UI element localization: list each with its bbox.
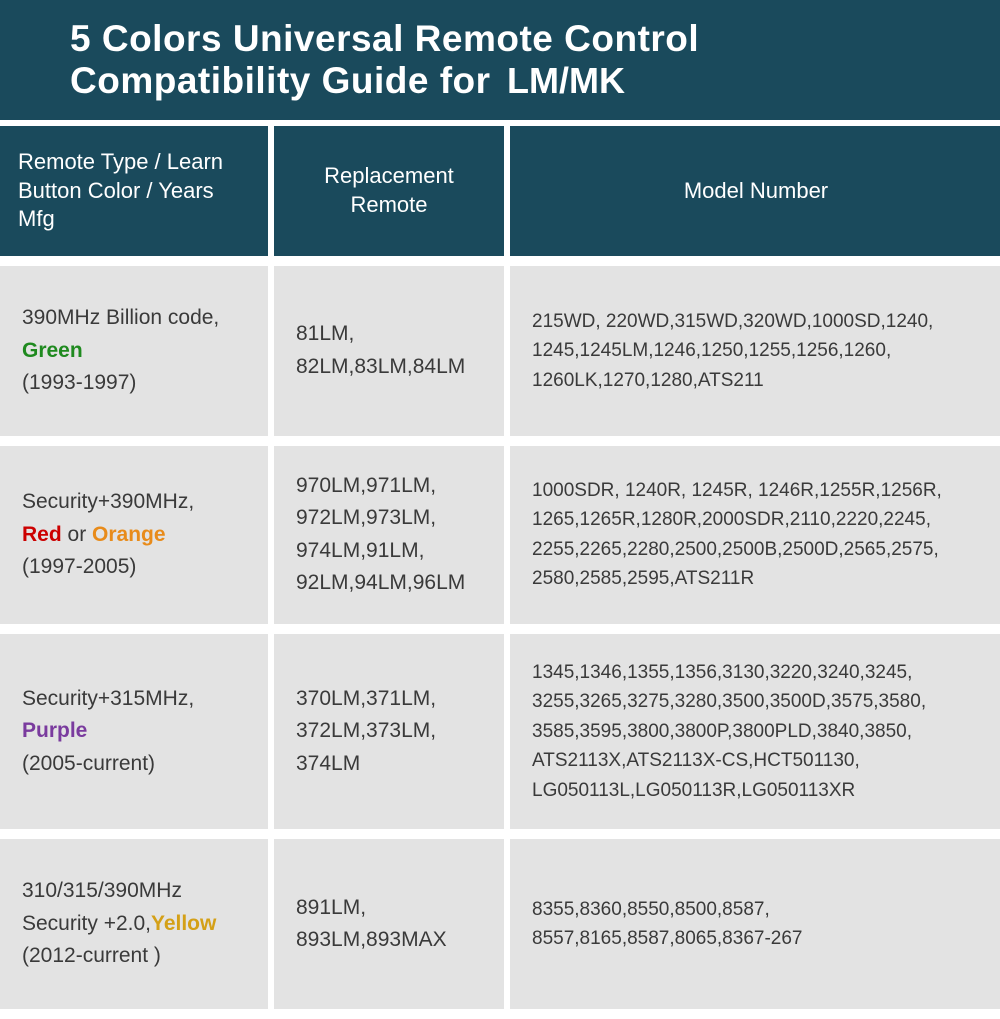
cell-models: 8355,8360,8550,8500,8587, 8557,8165,8587… [510,839,1000,1009]
type-color-line: Red or Orange [22,519,250,552]
cell-models: 1345,1346,1355,1356,3130,3220,3240,3245,… [510,634,1000,829]
table-body: 390MHz Billion code, Green (1993-1997) 81LM… [0,266,1000,1019]
type-prefix: Security+315MHz, [22,683,250,716]
cell-models: 1000SDR, 1240R, 1245R, 1246R,1255R,1256R… [510,446,1000,624]
cell-type: 390MHz Billion code, Green (1993-1997) [0,266,268,436]
col-header-model: Model Number [510,126,1000,256]
type-color-line: Security +2.0,Yellow [22,908,250,941]
cell-replacement: 81LM, 82LM,83LM,84LM [274,266,504,436]
type-years: (1997-2005) [22,551,250,584]
type-years: (1993-1997) [22,367,250,400]
cell-type: Security+390MHz,Red or Orange(1997-2005) [0,446,268,624]
col-header-replacement: ReplacementRemote [274,126,504,256]
table-row: Security+390MHz,Red or Orange(1997-2005)… [0,446,1000,634]
type-color-line: Purple [22,715,250,748]
table-row: Security+315MHz, Purple (2005-current) 370L… [0,634,1000,839]
title-prefix: Compatibility Guide for [70,60,491,101]
color-token: Red [22,523,62,546]
type-prefix: 310/315/390MHz [22,875,250,908]
color-token: Orange [92,523,166,546]
compat-table: Remote Type / LearnButton Color / Years … [0,120,1000,1019]
cell-replacement: 970LM,971LM, 972LM,973LM, 974LM,91LM, 92… [274,446,504,624]
cell-type: 310/315/390MHzSecurity +2.0,Yellow(2012-… [0,839,268,1009]
title-line-2: Compatibility Guide for LM/MK [70,60,950,102]
cell-replacement: 891LM, 893LM,893MAX [274,839,504,1009]
cell-replacement: 370LM,371LM, 372LM,373LM, 374LM [274,634,504,829]
cell-type: Security+315MHz, Purple (2005-current) [0,634,268,829]
col-header-type: Remote Type / LearnButton Color / Years … [0,126,268,256]
table-row: 310/315/390MHzSecurity +2.0,Yellow(2012-… [0,839,1000,1019]
title-suffix: LM/MK [507,60,625,101]
table-row: 390MHz Billion code, Green (1993-1997) 81LM… [0,266,1000,446]
color-token: Yellow [151,912,216,935]
type-years: (2005-current) [22,748,250,781]
type-years: (2012-current ) [22,940,250,973]
color-token: Green [22,339,83,362]
color-token: Purple [22,719,87,742]
type-prefix: 390MHz Billion code, [22,302,250,335]
header: 5 Colors Universal Remote Control Compat… [0,0,1000,120]
cell-models: 215WD, 220WD,315WD,320WD,1000SD,1240, 12… [510,266,1000,436]
type-connector: or [62,523,92,546]
type-color-line: Green [22,335,250,368]
table-header-row: Remote Type / LearnButton Color / Years … [0,120,1000,266]
title-line-1: 5 Colors Universal Remote Control [70,18,950,60]
type-prefix: Security+390MHz, [22,486,250,519]
